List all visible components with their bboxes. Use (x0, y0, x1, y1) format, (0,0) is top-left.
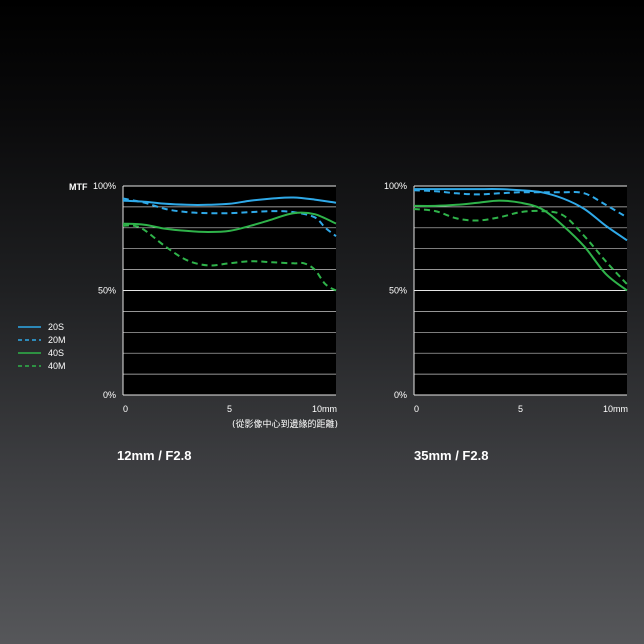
x-tick-label: 5 (227, 404, 232, 414)
series-line-40s (413, 199, 628, 292)
y-axis-title: MTF (69, 182, 88, 192)
legend-item: 40S (18, 348, 64, 358)
series-line-20s (122, 196, 337, 206)
x-tick-label: 5 (518, 404, 523, 414)
legend-label: 20M (48, 335, 66, 345)
series-line-40m (122, 224, 337, 292)
chart-caption: 12mm / F2.8 (117, 448, 191, 463)
legend-item: 20S (18, 322, 64, 332)
y-tick-label: 100% (384, 181, 407, 191)
y-tick-label: 50% (389, 286, 407, 296)
legend-label: 40M (48, 361, 66, 371)
chart-caption: 35mm / F2.8 (414, 448, 488, 463)
y-tick-label: 100% (93, 181, 116, 191)
series-line-20m (122, 197, 337, 237)
x-axis-note: (從影像中心到邊緣的距離) (232, 418, 338, 430)
legend: 20S 20M 40S 40M (18, 322, 66, 371)
y-tick-label: 50% (98, 286, 116, 296)
chart-12mm: 100% 50% 0% 0 5 10mm 12mm / F2.8 (93, 181, 337, 463)
x-tick-label: 0 (123, 404, 128, 414)
series-line-40s (122, 211, 337, 233)
legend-item: 20M (18, 335, 66, 345)
legend-label: 40S (48, 348, 64, 358)
series-line-20s (413, 188, 628, 242)
series-line-40m (413, 208, 628, 285)
chart-35mm: 100% 50% 0% 0 5 10mm 35mm / F2.8 (384, 181, 628, 463)
y-tick-label: 0% (103, 390, 116, 400)
legend-label: 20S (48, 322, 64, 332)
x-tick-label: 10mm (312, 404, 337, 414)
legend-item: 40M (18, 361, 66, 371)
x-tick-label: 0 (414, 404, 419, 414)
y-tick-label: 0% (394, 390, 407, 400)
x-tick-label: 10mm (603, 404, 628, 414)
